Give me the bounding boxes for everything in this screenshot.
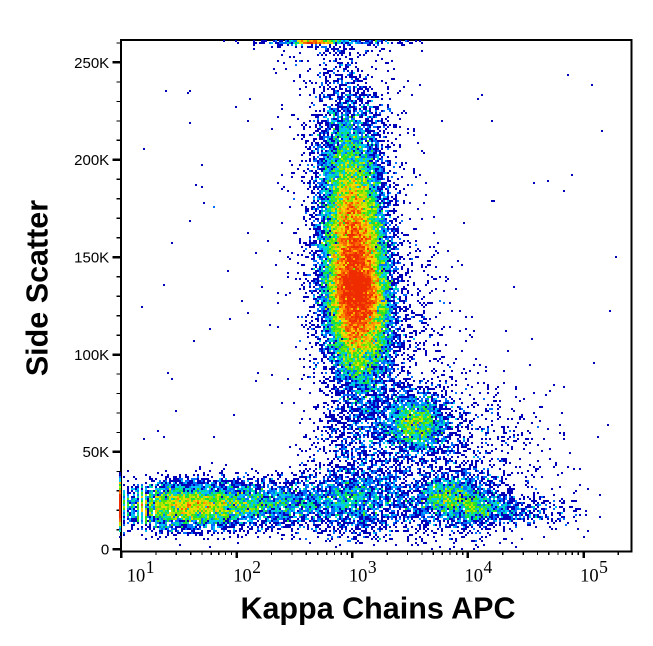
- svg-text:200K: 200K: [74, 152, 109, 169]
- svg-text:Side Scatter: Side Scatter: [21, 200, 55, 376]
- svg-text:250K: 250K: [74, 55, 109, 72]
- svg-text:2: 2: [252, 557, 261, 577]
- svg-text:10: 10: [127, 567, 146, 587]
- svg-text:Kappa Chains APC: Kappa Chains APC: [240, 592, 515, 626]
- svg-text:150K: 150K: [74, 250, 109, 267]
- svg-text:10: 10: [580, 567, 599, 587]
- svg-text:100K: 100K: [74, 347, 109, 364]
- svg-text:0: 0: [101, 542, 109, 559]
- svg-text:5: 5: [599, 557, 608, 577]
- svg-text:50K: 50K: [82, 444, 109, 461]
- svg-text:3: 3: [368, 557, 377, 577]
- svg-text:4: 4: [484, 557, 493, 577]
- svg-text:10: 10: [349, 567, 368, 587]
- svg-text:10: 10: [233, 567, 252, 587]
- svg-text:1: 1: [146, 557, 155, 577]
- svg-text:10: 10: [465, 567, 484, 587]
